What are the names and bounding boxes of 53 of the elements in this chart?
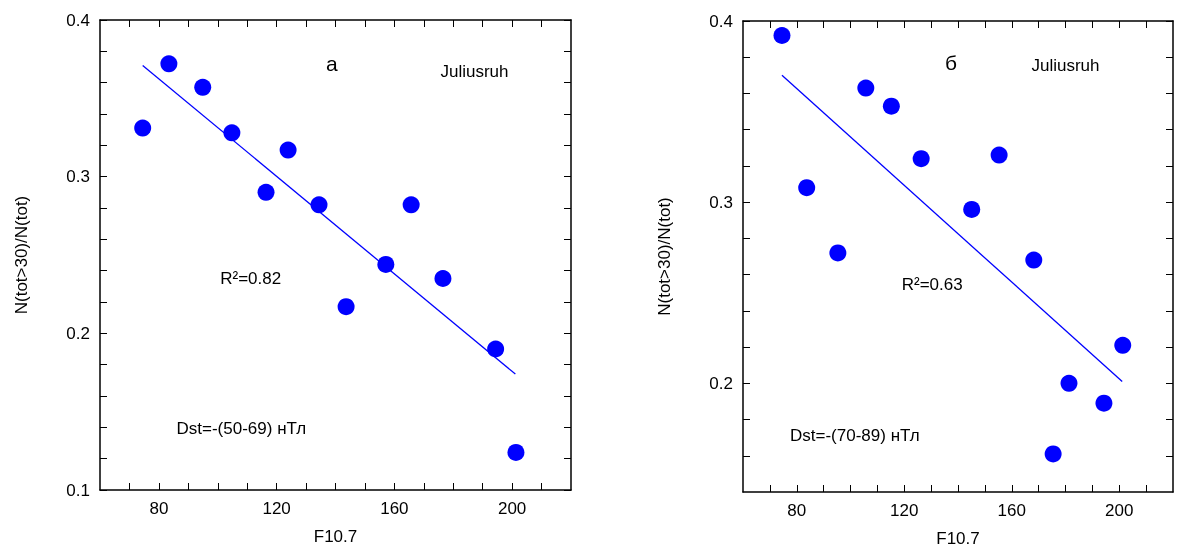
text: б (945, 50, 958, 74)
point (310, 196, 328, 214)
point (1044, 445, 1062, 463)
point (487, 340, 505, 358)
point (857, 79, 875, 97)
point (434, 270, 452, 287)
x-tick-label: 120 (890, 501, 919, 520)
point (402, 196, 420, 214)
point (882, 97, 900, 115)
point (257, 183, 275, 201)
point (1095, 394, 1113, 412)
y-axis-title: N(tot>30)/N(tot) (655, 197, 674, 316)
point (773, 27, 791, 44)
point (1025, 251, 1043, 269)
x-tick-label: 200 (1105, 501, 1134, 520)
point (337, 298, 355, 316)
annotation: R²=0.63 (901, 275, 963, 295)
point (912, 150, 930, 168)
y-axis-title: N(tot>30)/N(tot) (12, 195, 31, 315)
point (829, 244, 847, 262)
annotation: Juliusruh (1031, 56, 1100, 76)
point (279, 141, 297, 159)
y-tick-label: 0.3 (66, 167, 90, 187)
x-tick-label: 80 (787, 501, 807, 520)
x-tick-label: 80 (149, 499, 169, 518)
y-tick-label: 0.1 (66, 480, 90, 500)
x-axis-title: F10.7 (313, 527, 358, 546)
point (377, 255, 395, 273)
point (1114, 336, 1132, 354)
annotation: R²=0.82 (220, 269, 282, 288)
y-tick-label: 0.4 (709, 11, 733, 31)
point (223, 124, 241, 142)
y-tick-label: 0.2 (709, 373, 733, 393)
point (134, 119, 152, 137)
y-tick-label: 0.3 (709, 192, 733, 212)
point (963, 200, 981, 218)
x-tick-label: 200 (497, 499, 527, 518)
x-axis-title: F10.7 (936, 529, 980, 548)
x-tick-label: 160 (997, 501, 1026, 520)
x-tick-label: 120 (262, 499, 291, 518)
point (507, 443, 525, 461)
point (798, 179, 816, 197)
point (990, 146, 1008, 164)
annotation: Dst=-(70-89) нТл (790, 425, 920, 445)
text: а (326, 51, 339, 75)
point (194, 78, 212, 96)
annotation: Juliusruh (440, 62, 509, 82)
annotation: Dst=-(50-69) нТл (176, 419, 307, 439)
y-tick-label: 0.2 (66, 323, 90, 343)
x-tick-label: 160 (380, 499, 409, 518)
point (160, 55, 178, 73)
point (1060, 374, 1078, 392)
y-tick-label: 0.4 (66, 10, 90, 30)
